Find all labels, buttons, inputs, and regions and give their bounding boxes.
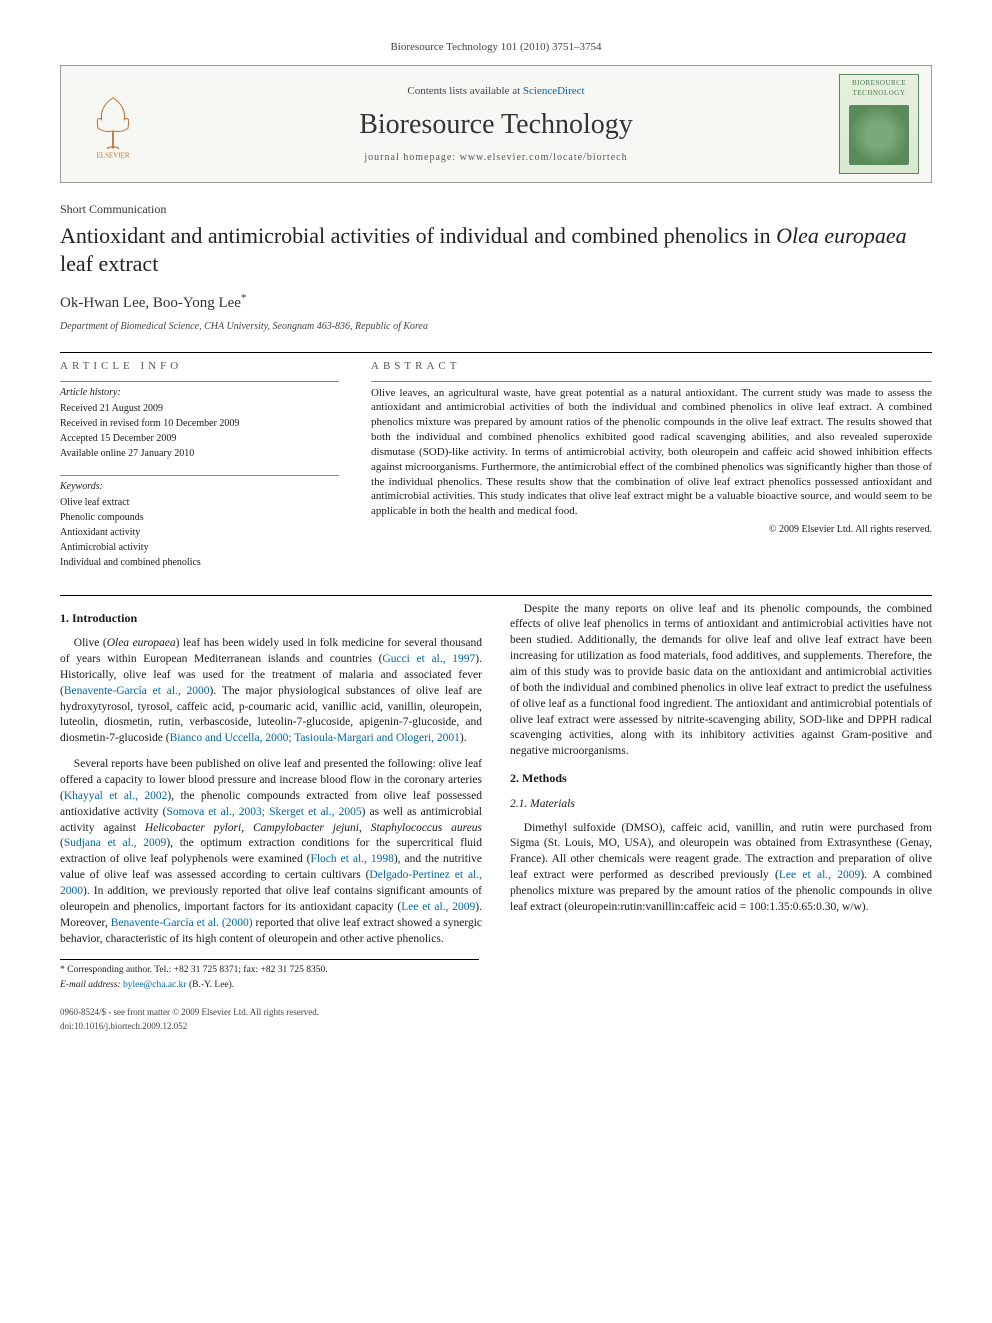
keyword-4: Individual and combined phenolics bbox=[60, 556, 339, 570]
sciencedirect-link[interactable]: ScienceDirect bbox=[523, 85, 585, 97]
email-label: E-mail address: bbox=[60, 980, 121, 990]
article-info-heading: ARTICLE INFO bbox=[60, 359, 339, 374]
p2d: , bbox=[241, 822, 253, 834]
p1-species: Olea europaea bbox=[107, 637, 176, 649]
article-title: Antioxidant and antimicrobial activities… bbox=[60, 222, 932, 277]
journal-cover: BIORESOURCE TECHNOLOGY bbox=[839, 74, 919, 174]
section-2-heading: 2. Methods bbox=[510, 770, 932, 787]
abstract-copyright: © 2009 Elsevier Ltd. All rights reserved… bbox=[371, 523, 932, 537]
p2-sp3: Staphylococcus aureus bbox=[371, 822, 482, 834]
email-name: (B.-Y. Lee). bbox=[189, 980, 234, 990]
affiliation: Department of Biomedical Science, CHA Un… bbox=[60, 320, 932, 334]
keyword-1: Phenolic compounds bbox=[60, 511, 339, 525]
para-4: Dimethyl sulfoxide (DMSO), caffeic acid,… bbox=[510, 821, 932, 916]
history-received: Received 21 August 2009 bbox=[60, 402, 339, 416]
article-type: Short Communication bbox=[60, 201, 932, 218]
authors: Ok-Hwan Lee, Boo-Yong Lee* bbox=[60, 291, 932, 314]
history-label: Article history: bbox=[60, 386, 339, 400]
email-address[interactable]: bylee@cha.ac.kr bbox=[123, 980, 187, 990]
elsevier-logo: ELSEVIER bbox=[73, 84, 153, 164]
banner-center: Contents lists available at ScienceDirec… bbox=[153, 84, 839, 165]
para-3: Despite the many reports on olive leaf a… bbox=[510, 602, 932, 761]
history-revised: Received in revised form 10 December 200… bbox=[60, 417, 339, 431]
body-columns: 1. Introduction Olive (Olea europaea) le… bbox=[60, 602, 932, 948]
keyword-3: Antimicrobial activity bbox=[60, 541, 339, 555]
cover-image bbox=[849, 105, 909, 165]
elsevier-text: ELSEVIER bbox=[96, 152, 129, 160]
rule-top bbox=[60, 352, 932, 353]
footer-meta: 0960-8524/$ - see front matter © 2009 El… bbox=[60, 1006, 932, 1032]
journal-banner: ELSEVIER Contents lists available at Sci… bbox=[60, 65, 932, 183]
title-pre: Antioxidant and antimicrobial activities… bbox=[60, 223, 776, 248]
p1a: Olive ( bbox=[74, 637, 107, 649]
p2-ref1[interactable]: Khayyal et al., 2002 bbox=[64, 790, 168, 802]
p2-ref7[interactable]: Benavente-García et al. (2000) bbox=[111, 917, 253, 929]
header-citation: Bioresource Technology 101 (2010) 3751–3… bbox=[60, 40, 932, 55]
corr-mark: * bbox=[241, 292, 247, 304]
keyword-0: Olive leaf extract bbox=[60, 496, 339, 510]
p2-sp1: Helicobacter pylori bbox=[145, 822, 241, 834]
info-rule-2 bbox=[60, 475, 339, 476]
history-accepted: Accepted 15 December 2009 bbox=[60, 432, 339, 446]
footnote-block: * Corresponding author. Tel.: +82 31 725… bbox=[60, 959, 479, 992]
article-info-col: ARTICLE INFO Article history: Received 2… bbox=[60, 359, 339, 570]
journal-name: Bioresource Technology bbox=[153, 105, 839, 144]
p2-ref6[interactable]: Lee et al., 2009 bbox=[401, 901, 475, 913]
author-names: Ok-Hwan Lee, Boo-Yong Lee bbox=[60, 295, 241, 311]
abstract-text: Olive leaves, an agricultural waste, hav… bbox=[371, 386, 932, 520]
p2-sp2: Campylobacter jejuni bbox=[253, 822, 359, 834]
corr-author-line: * Corresponding author. Tel.: +82 31 725… bbox=[60, 964, 479, 977]
homepage-prefix: journal homepage: bbox=[364, 152, 459, 163]
info-abstract-row: ARTICLE INFO Article history: Received 2… bbox=[60, 359, 932, 570]
para-1: Olive (Olea europaea) leaf has been wide… bbox=[60, 636, 482, 747]
elsevier-tree-icon: ELSEVIER bbox=[78, 89, 148, 159]
para-2: Several reports have been published on o… bbox=[60, 757, 482, 947]
history-online: Available online 27 January 2010 bbox=[60, 447, 339, 461]
homepage-line: journal homepage: www.elsevier.com/locat… bbox=[153, 151, 839, 165]
p1-ref2[interactable]: Benavente-García et al., 2000 bbox=[64, 685, 210, 697]
info-rule-1 bbox=[60, 381, 339, 382]
p1e: ). bbox=[460, 732, 467, 744]
contents-line: Contents lists available at ScienceDirec… bbox=[153, 84, 839, 99]
cover-title: BIORESOURCE TECHNOLOGY bbox=[844, 79, 914, 99]
title-post: leaf extract bbox=[60, 251, 158, 276]
section-1-heading: 1. Introduction bbox=[60, 610, 482, 627]
abstract-rule bbox=[371, 381, 932, 382]
p2-ref3[interactable]: Sudjana et al., 2009 bbox=[64, 837, 166, 849]
issn-line: 0960-8524/$ - see front matter © 2009 El… bbox=[60, 1006, 932, 1019]
keyword-2: Antioxidant activity bbox=[60, 526, 339, 540]
email-line: E-mail address: bylee@cha.ac.kr (B.-Y. L… bbox=[60, 979, 479, 992]
abstract-heading: ABSTRACT bbox=[371, 359, 932, 374]
homepage-url[interactable]: www.elsevier.com/locate/biortech bbox=[460, 152, 628, 163]
p2-ref4[interactable]: Floch et al., 1998 bbox=[310, 853, 393, 865]
p2e: , bbox=[359, 822, 371, 834]
title-species: Olea europaea bbox=[776, 223, 907, 248]
abstract-col: ABSTRACT Olive leaves, an agricultural w… bbox=[371, 359, 932, 570]
p1-ref3[interactable]: Bianco and Uccella, 2000; Tasioula-Marga… bbox=[170, 732, 460, 744]
rule-mid bbox=[60, 595, 932, 596]
contents-prefix: Contents lists available at bbox=[407, 85, 522, 97]
p4-ref1[interactable]: Lee et al., 2009 bbox=[779, 869, 860, 881]
keywords-label: Keywords: bbox=[60, 480, 339, 494]
doi-line: doi:10.1016/j.biortech.2009.12.052 bbox=[60, 1020, 932, 1033]
history-block: Article history: Received 21 August 2009… bbox=[60, 386, 339, 461]
section-2-1-heading: 2.1. Materials bbox=[510, 797, 932, 813]
p1-ref1[interactable]: Gucci et al., 1997 bbox=[382, 653, 475, 665]
p2-ref2[interactable]: Somova et al., 2003; Skerget et al., 200… bbox=[167, 806, 362, 818]
